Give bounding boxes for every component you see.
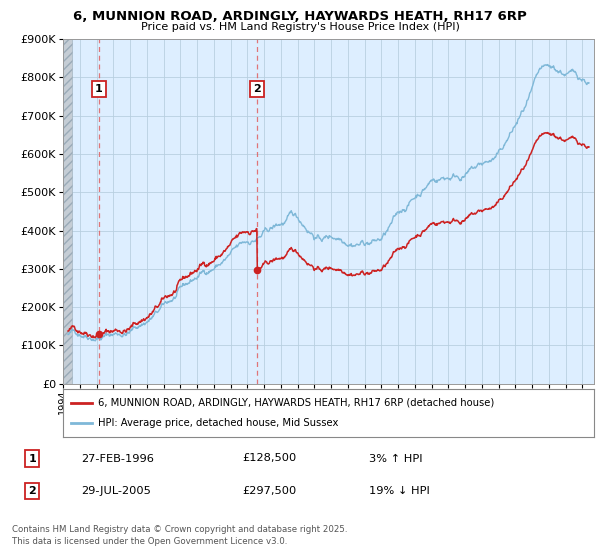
- Text: £128,500: £128,500: [242, 454, 296, 464]
- Text: 2: 2: [253, 84, 260, 94]
- Text: 6, MUNNION ROAD, ARDINGLY, HAYWARDS HEATH, RH17 6RP: 6, MUNNION ROAD, ARDINGLY, HAYWARDS HEAT…: [73, 10, 527, 23]
- Text: 19% ↓ HPI: 19% ↓ HPI: [369, 486, 430, 496]
- Text: HPI: Average price, detached house, Mid Sussex: HPI: Average price, detached house, Mid …: [98, 418, 338, 428]
- Text: 2: 2: [28, 486, 36, 496]
- Text: 6, MUNNION ROAD, ARDINGLY, HAYWARDS HEATH, RH17 6RP (detached house): 6, MUNNION ROAD, ARDINGLY, HAYWARDS HEAT…: [98, 398, 494, 408]
- Text: 29-JUL-2005: 29-JUL-2005: [81, 486, 151, 496]
- Text: Contains HM Land Registry data © Crown copyright and database right 2025.
This d: Contains HM Land Registry data © Crown c…: [12, 525, 347, 546]
- Text: 3% ↑ HPI: 3% ↑ HPI: [369, 454, 423, 464]
- Text: 27-FEB-1996: 27-FEB-1996: [81, 454, 154, 464]
- Text: 1: 1: [28, 454, 36, 464]
- Bar: [63, 39, 72, 384]
- Text: £297,500: £297,500: [242, 486, 296, 496]
- Text: 1: 1: [95, 84, 103, 94]
- Text: Price paid vs. HM Land Registry's House Price Index (HPI): Price paid vs. HM Land Registry's House …: [140, 22, 460, 32]
